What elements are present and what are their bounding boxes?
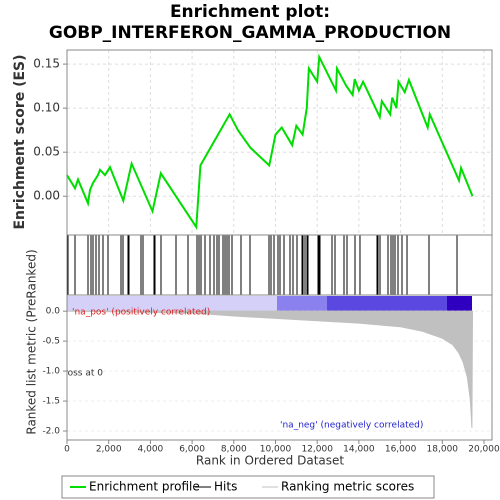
y2-tick-label: -2.0	[42, 427, 60, 437]
pos-label: 'na_pos' (positively correlated)	[72, 308, 210, 318]
x-tick-label: 12,000	[301, 445, 333, 455]
x-tick-label: 18,000	[427, 445, 459, 455]
legend-label: Hits	[214, 480, 237, 494]
x-tick-label: 10,000	[260, 445, 292, 455]
chart-title: Enrichment plot:	[170, 2, 330, 22]
enrichment-line	[66, 53, 474, 231]
neg-label: 'na_neg' (negatively correlated)	[280, 421, 423, 431]
color-band	[67, 296, 472, 311]
y2-tick-label: -1.0	[42, 367, 60, 377]
legend	[61, 475, 435, 499]
x-tick-label: 8,000	[221, 445, 247, 455]
y2-tick-label: -0.5	[42, 337, 60, 347]
metric-area	[66, 310, 474, 429]
y2-tick-label: 0.0	[46, 307, 61, 317]
x-tick-label: 0	[64, 445, 70, 455]
legend-label: Enrichment profile	[89, 480, 200, 494]
y2-tick-label: -1.5	[42, 397, 60, 407]
frame	[66, 49, 493, 441]
legend-label: Ranking metric scores	[281, 480, 414, 494]
x-axis-label: Rank in Ordered Dataset	[196, 454, 344, 468]
x-tick-label: 4,000	[138, 445, 164, 455]
chart-title: GOBP_INTERFERON_GAMMA_PRODUCTION	[49, 23, 451, 43]
x-tick-label: 16,000	[385, 445, 417, 455]
x-tick-label: 14,000	[343, 445, 375, 455]
x-tick-label: 2,000	[96, 445, 122, 455]
y-tick-label: 0.15	[33, 57, 60, 71]
y2-axis-label: Ranked list metric (PreRanked)	[25, 249, 39, 434]
y-tick-label: 0.00	[33, 189, 60, 203]
zero-cross-label: Zero cross at 0	[36, 369, 104, 379]
x-tick-label: 6,000	[179, 445, 205, 455]
y-axis-label: Enrichment score (ES)	[12, 54, 28, 229]
x-tick-label: 20,000	[468, 445, 500, 455]
y-tick-label: 0.10	[33, 101, 60, 115]
y-tick-label: 0.05	[33, 145, 60, 159]
